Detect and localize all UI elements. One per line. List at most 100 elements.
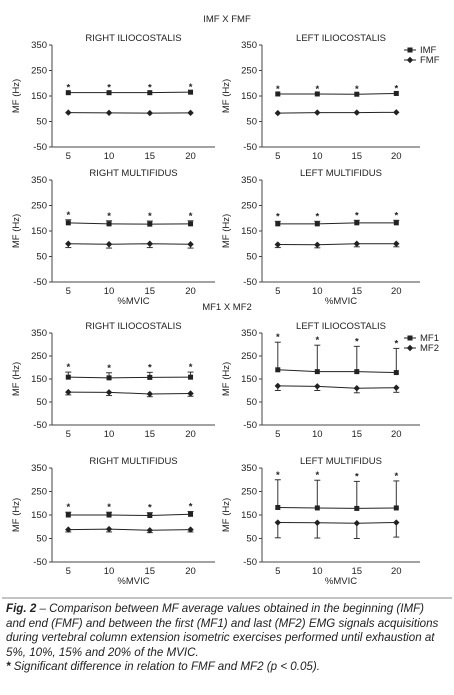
series-line [277,369,397,374]
y-tick-label: 250 [241,351,257,362]
marker [146,390,153,398]
y-axis-label: MF (Hz) [221,362,232,396]
panel-title: RIGHT ILIOCOSTALIS [85,321,181,332]
significance-mark: * [189,362,193,373]
x-tick-label: 15 [352,151,363,162]
y-tick-label: 150 [31,510,47,521]
x-tick-label: 5 [66,566,71,577]
y-tick-label: 150 [241,91,257,102]
significance-mark: * [107,211,111,222]
marker [188,89,194,95]
x-axis-label: %MVIC [325,576,357,587]
y-axis-label: MF (Hz) [221,498,232,532]
x-tick-label: 5 [66,286,71,297]
significance-mark: * [66,502,70,513]
series-line [277,92,397,95]
x-tick-label: 20 [185,286,196,297]
marker [147,374,153,380]
marker [275,367,281,373]
significance-mark: * [276,84,280,95]
significance-mark: * [394,83,398,94]
marker [106,90,112,96]
significance-mark: * [355,336,359,347]
significance-mark: * [276,332,280,343]
y-tick-label: 350 [31,175,47,186]
marker [188,511,194,517]
marker [65,109,72,116]
x-tick-label: 5 [66,151,71,162]
legend-label: FMF [420,55,440,66]
marker [105,389,113,396]
x-tick-label: 10 [312,566,323,577]
x-tick-label: 5 [275,151,280,162]
significance-mark: * [315,470,319,481]
x-tick-label: 20 [391,429,402,440]
significance-mark: * [148,83,152,94]
panel-title: LEFT ILIOCOSTALIS [296,321,386,332]
y-tick-label: 150 [241,226,257,237]
y-axis-label: MF (Hz) [11,498,22,532]
significance-mark: * [276,470,280,481]
y-tick-label: 250 [31,351,47,362]
series-line [68,376,191,379]
significance-mark: * [148,503,152,514]
marker [353,385,360,392]
significance-mark: * [148,211,152,222]
y-tick-label: -50 [243,142,257,153]
marker [314,369,320,375]
y-axis-label: MF (Hz) [221,214,232,248]
y-tick-label: 250 [241,487,257,498]
significance-mark: * [148,362,152,373]
marker [353,109,360,116]
x-tick-label: 10 [104,286,115,297]
x-tick-label: 15 [145,566,156,577]
panel-title: LEFT MULTIFIDUS [300,168,382,179]
significance-mark: * [66,362,70,373]
section-title: MF1 X MF2 [202,302,252,313]
panel-title: LEFT ILIOCOSTALIS [296,33,386,44]
x-tick-label: 10 [312,151,323,162]
x-tick-label: 20 [185,151,196,162]
significance-mark: * [276,211,280,222]
panel-title: RIGHT MULTIFIDUS [89,456,177,467]
caption-label: Fig. 2 [6,602,37,615]
marker [106,512,112,518]
marker [147,90,153,96]
y-tick-label: -50 [33,142,47,153]
x-tick-label: 15 [352,429,363,440]
marker [187,526,194,533]
marker [106,375,112,381]
legend-marker [406,344,414,352]
marker [354,220,360,226]
marker [274,382,281,390]
marker [393,220,399,226]
y-tick-label: 350 [31,328,47,339]
y-tick-label: -50 [243,420,257,431]
series-line [277,222,397,225]
marker [274,241,281,248]
note-mark: * [6,660,11,673]
marker [65,220,71,226]
y-tick-label: 50 [246,397,257,408]
y-axis-label: MF (Hz) [11,79,22,113]
series-line [68,222,191,225]
legend-marker [406,56,414,64]
x-tick-label: 10 [104,566,115,577]
x-tick-label: 20 [391,566,402,577]
marker [275,221,281,227]
significance-mark: * [107,502,111,513]
x-tick-label: 15 [145,286,156,297]
significance-mark: * [189,211,193,222]
marker [65,388,72,396]
legend-marker [407,335,413,341]
legend-marker [407,47,413,53]
figure: IMF X FMF RIGHT ILIOCOSTALIS MF (Hz) -50 50 1… [2,14,452,599]
significance-mark: * [355,84,359,95]
marker [105,109,113,117]
y-tick-label: 350 [31,40,47,51]
significance-mark: * [394,338,398,349]
x-tick-label: 15 [352,286,363,297]
y-tick-label: 250 [241,201,257,212]
significance-mark: * [189,501,193,512]
marker [393,384,400,391]
